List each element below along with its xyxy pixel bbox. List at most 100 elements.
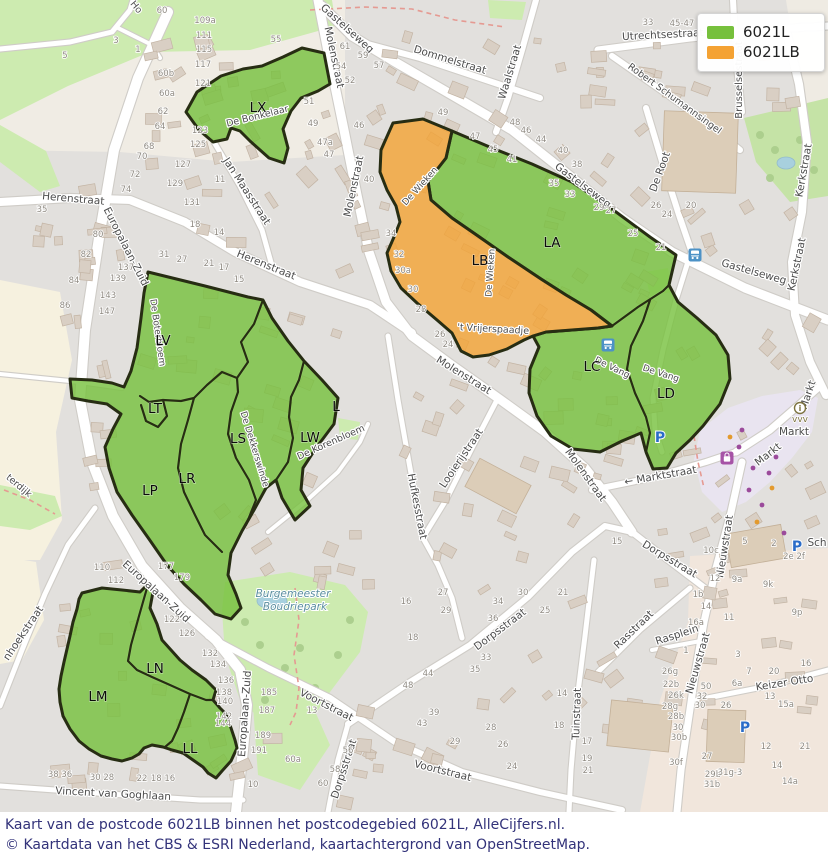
house-number: 127 — [175, 160, 191, 170]
building — [152, 68, 169, 81]
house-number: 34 — [493, 597, 504, 607]
shopping-icon[interactable] — [720, 451, 734, 465]
building — [449, 378, 469, 392]
house-number: 177 — [158, 562, 174, 572]
region-label-LC: LC — [584, 359, 601, 375]
house-number: 15 — [612, 537, 623, 547]
house-number: 44 — [536, 135, 547, 145]
house-number: 72 — [130, 170, 141, 180]
region-left-cluster[interactable] — [68, 270, 340, 621]
building — [398, 444, 412, 460]
building — [218, 62, 234, 71]
building — [801, 312, 822, 334]
region-LX[interactable] — [184, 46, 332, 165]
building — [668, 550, 685, 560]
bus-stop-icon[interactable] — [688, 248, 702, 262]
house-number: 189 — [255, 731, 271, 741]
building — [596, 651, 618, 668]
tourist-info-vvv-icon[interactable]: i vvv — [791, 401, 809, 426]
building — [784, 95, 802, 110]
house-number: 14 — [701, 602, 712, 612]
house-number: 26g — [662, 667, 678, 677]
building — [717, 588, 729, 598]
building — [461, 502, 474, 518]
house-number: 35 — [37, 205, 48, 215]
building — [50, 763, 71, 779]
building — [193, 33, 211, 51]
building — [454, 454, 475, 472]
region-label-L: L — [332, 399, 340, 415]
building — [351, 199, 362, 210]
tree — [766, 174, 774, 182]
region-boundary — [139, 398, 169, 429]
region-label-LP: LP — [142, 483, 158, 499]
house-number: 1b — [693, 590, 704, 600]
house-number: 26 — [498, 740, 509, 750]
building — [796, 705, 812, 715]
parking-icon[interactable]: P — [739, 719, 751, 737]
road — [0, 194, 416, 337]
house-number: 13 — [765, 692, 776, 702]
house-number: 13 — [307, 706, 318, 716]
house-number: 26 — [651, 201, 662, 211]
house-number: 17 — [219, 263, 230, 273]
tree — [261, 696, 269, 704]
building — [412, 391, 425, 402]
building-large — [725, 523, 787, 569]
building — [778, 639, 793, 650]
house-number: 35 — [549, 179, 560, 189]
building — [586, 67, 607, 77]
parking-icon[interactable]: P — [654, 429, 666, 447]
building — [704, 244, 718, 258]
house-number: 7 — [746, 667, 751, 677]
house-number: 70 — [137, 152, 148, 162]
building — [445, 736, 460, 750]
house-number: 47 — [324, 150, 335, 160]
region-label-LD: LD — [657, 386, 675, 402]
building — [392, 737, 416, 757]
house-number: 22b — [663, 680, 679, 690]
building — [728, 568, 748, 579]
house-number: 5 — [742, 537, 747, 547]
house-number: 50 — [701, 682, 712, 692]
house-number: 21 — [583, 766, 594, 776]
house-number: 3 — [735, 650, 740, 660]
house-number: 26 — [721, 701, 732, 711]
road — [673, 458, 746, 812]
house-number: 62 — [158, 107, 169, 117]
postcode-regions[interactable] — [57, 46, 732, 780]
building — [78, 259, 92, 274]
map-area[interactable]: Ho Gastelseweg Molenstraat Dommelstraat Waal… — [0, 0, 828, 812]
bus-stop-icon[interactable] — [601, 338, 615, 352]
region-label-LN: LN — [146, 661, 164, 677]
building — [493, 134, 506, 147]
building — [304, 149, 314, 161]
house-number: 56 — [343, 746, 354, 756]
region-label-LX: LX — [250, 100, 267, 116]
house-number: 132 — [202, 649, 218, 659]
park-area — [488, 0, 526, 20]
house-number: 24 — [507, 762, 518, 772]
house-number: 48 — [403, 681, 414, 691]
house-number: 16 — [801, 659, 812, 669]
house-number: 45-47 — [670, 19, 695, 29]
house-number: 18 16 — [151, 774, 175, 784]
building — [682, 447, 702, 457]
parking-icon[interactable]: P — [791, 538, 803, 556]
tree — [241, 618, 249, 626]
road — [0, 0, 136, 52]
house-number: 14a — [782, 777, 798, 787]
house-number: 59 — [358, 51, 369, 61]
building — [783, 206, 799, 222]
house-number: 15a — [778, 700, 794, 710]
region-bottom-cluster[interactable] — [57, 583, 239, 780]
region-label-LW: LW — [300, 430, 320, 446]
building — [365, 751, 376, 759]
building — [588, 84, 607, 98]
house-number: 187 — [259, 706, 275, 716]
building — [295, 165, 319, 189]
road — [421, 395, 501, 539]
building — [73, 314, 82, 330]
region-LB[interactable] — [378, 117, 614, 359]
